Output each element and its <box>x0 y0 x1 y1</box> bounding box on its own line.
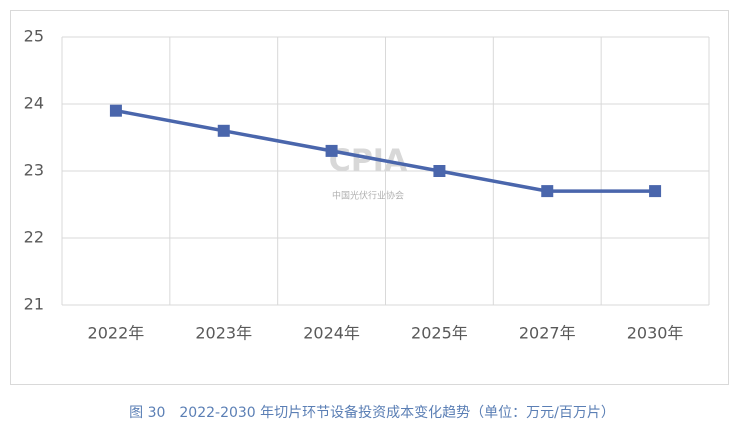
data-point <box>325 144 338 157</box>
chart-frame <box>10 10 729 385</box>
series-line <box>115 108 656 193</box>
x-tick-label: 2030年 <box>627 324 684 343</box>
data-point <box>217 124 230 137</box>
y-tick-label: 24 <box>24 94 44 113</box>
y-tick-label: 23 <box>24 161 44 180</box>
y-tick-label: 22 <box>24 228 44 247</box>
data-point <box>541 185 554 198</box>
watermark-logo: CPIA <box>329 144 408 179</box>
y-tick-label: 25 <box>24 27 44 46</box>
x-tick-label: 2022年 <box>88 324 145 343</box>
caption: 图 30 2022-2030 年切片环节设备投资成本变化趋势（单位：万元/百万片… <box>129 404 615 421</box>
watermark-name: 中国光伏行业协会 <box>332 190 404 202</box>
x-tick-label: 2024年 <box>303 324 360 343</box>
data-point <box>649 185 662 198</box>
data-point <box>109 104 122 117</box>
y-tick-label: 21 <box>24 295 44 314</box>
x-tick-label: 2023年 <box>195 324 252 343</box>
x-tick-label: 2027年 <box>519 324 576 343</box>
x-tick-label: 2025年 <box>411 324 468 343</box>
data-point <box>433 165 446 177</box>
